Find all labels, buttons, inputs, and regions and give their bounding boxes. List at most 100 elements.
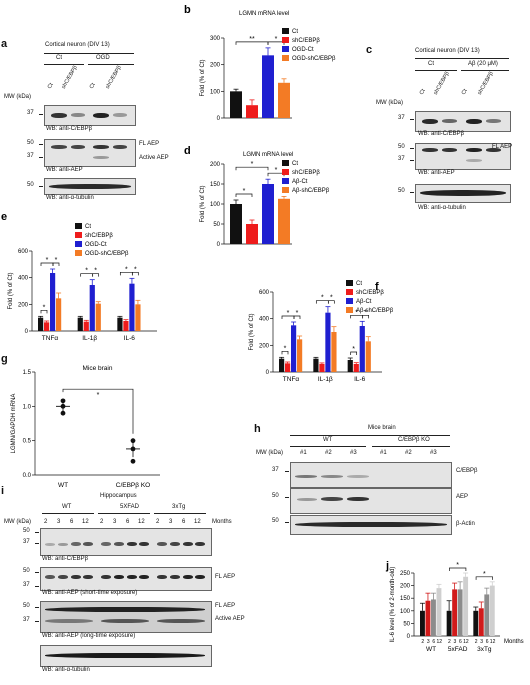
panel-e-sig-label: * xyxy=(85,268,88,275)
panel-g-point xyxy=(60,403,66,409)
panel-j-ytick-label: 50 xyxy=(403,621,410,627)
panel-d-bar xyxy=(278,198,290,244)
panel-e-sig-label: * xyxy=(94,268,97,275)
panel-i-blot-aep-short xyxy=(40,567,212,591)
panel-b-ytick-label: 200 xyxy=(210,63,221,69)
panel-h-actin-label: β-Actin xyxy=(456,521,475,527)
panel-e-legend-label: Ct xyxy=(85,224,91,230)
panel-f-sig-bracket xyxy=(281,350,289,355)
panel-e-legend-swatch xyxy=(75,241,82,247)
panel-d-label: d xyxy=(184,145,191,157)
panel-f-legend-swatch xyxy=(346,280,353,286)
panel-j-group-label: 3xTg xyxy=(477,646,492,653)
panel-j-group-label: 5xFAD xyxy=(448,646,468,653)
panel-i-b1-mw50: 50 xyxy=(23,528,30,534)
panel-b-legend-label: shC/EBPβ xyxy=(292,38,320,44)
panel-i-group-3xtg: 3xTg xyxy=(172,504,186,510)
panel-f-sig-label: * xyxy=(364,309,367,316)
panel-j-month-tick: 3 xyxy=(454,639,457,645)
panel-c-title: Cortical neuron (DIV 13) xyxy=(415,48,480,54)
panel-b-title: LGMN mRNA level xyxy=(239,11,289,17)
panel-c-wb-tubulin: WB: anti-α-tubulin xyxy=(418,205,466,211)
panel-i-months: Months xyxy=(212,519,232,525)
panel-i-lane-5: 2 xyxy=(100,519,104,525)
panel-g-xtick-label: C/EBPβ KO xyxy=(116,482,150,489)
panel-a-fl-aep: FL AEP xyxy=(139,141,160,147)
panel-j-ytick-label: 100 xyxy=(400,609,411,615)
panel-a-wb-tubulin: WB: anti-α-tubulin xyxy=(46,195,94,201)
panel-j-month-tick: 6 xyxy=(459,639,462,645)
panel-e-bar xyxy=(117,317,123,331)
panel-d-ytick-label: 100 xyxy=(210,202,221,208)
panel-g-ytick-label: 1.5 xyxy=(23,370,32,376)
panel-b-bar xyxy=(230,91,242,118)
panel-d-legend-label: Aβ-Ct xyxy=(292,179,308,185)
panel-a-blot-tubulin xyxy=(44,178,136,195)
panel-e-legend-swatch xyxy=(75,232,82,238)
panel-i-lane-7: 6 xyxy=(126,519,130,525)
panel-e-sig-bracket xyxy=(92,273,100,277)
panel-c-wb-cebpb: WB: anti-C/EBPβ xyxy=(418,131,465,137)
panel-f-sig-label: * xyxy=(321,295,324,302)
panel-f-bar xyxy=(365,341,371,372)
panel-i-lane-11: 6 xyxy=(182,519,186,525)
panel-f-xtick-label: IL-1β xyxy=(318,376,333,383)
panel-j-ylabel: IL-6 level (% of 2-month-old) xyxy=(390,567,396,643)
panel-j-month-tick: 12 xyxy=(463,639,469,645)
panel-f-legend-label: shC/EBPβ xyxy=(356,290,384,296)
panel-f-legend-label: Ct xyxy=(356,281,362,287)
panel-i-lane-3: 6 xyxy=(70,519,74,525)
panel-h-blot-cebpb xyxy=(290,462,452,488)
panel-j-bar xyxy=(446,610,452,636)
panel-d-sig-label: * xyxy=(251,161,254,168)
panel-d-sig-label: * xyxy=(275,167,278,174)
panel-f-label: f xyxy=(375,281,379,293)
panel-e-bar xyxy=(89,285,95,331)
panel-f-bar xyxy=(359,326,365,372)
panel-j-bar xyxy=(489,585,495,636)
panel-a-blot-cebpb xyxy=(44,105,136,126)
panel-j-bar xyxy=(431,599,436,636)
panel-h-lane-2: #2 xyxy=(325,450,332,456)
panel-j-ytick-label: 250 xyxy=(400,571,411,577)
panel-f-legend-swatch xyxy=(346,289,353,295)
panel-c-mw-37: 37 xyxy=(398,115,405,121)
panel-e-sig-label: * xyxy=(43,304,46,311)
panel-f-xtick-label: IL-6 xyxy=(354,376,366,383)
panel-i-mw-label: MW (kDa) xyxy=(4,519,31,525)
panel-j-bar xyxy=(457,589,463,636)
panel-e-legend-label: OGD-shC/EBPβ xyxy=(85,251,129,257)
panel-f-ytick-label: 0 xyxy=(266,370,270,376)
panel-a-mw-50c: 50 xyxy=(27,182,34,188)
panel-j-sig-label: * xyxy=(456,562,459,569)
panel-e-bar xyxy=(83,321,89,331)
panel-e-bar xyxy=(123,321,129,331)
panel-i-blot-aep-long xyxy=(40,601,212,633)
panel-e-legend-label: shC/EBPβ xyxy=(85,233,113,239)
panel-c-mw-label: MW (kDa) xyxy=(376,100,403,106)
panel-f-bar xyxy=(331,332,337,372)
panel-d-legend-label: shC/EBPβ xyxy=(292,170,320,176)
panel-g-point xyxy=(130,458,136,464)
panel-j-month-tick: 3 xyxy=(427,639,430,645)
panel-d-ytick-label: 50 xyxy=(213,222,220,228)
panel-j-group-label: WT xyxy=(426,646,436,653)
panel-e-bar xyxy=(38,317,44,331)
panel-d-legend-swatch xyxy=(282,187,289,193)
panel-g-point xyxy=(130,438,136,444)
panel-d-legend-swatch xyxy=(282,178,289,184)
panel-b-legend-label: OGD-Ct xyxy=(292,47,314,53)
panel-j-ytick-label: 0 xyxy=(407,634,411,640)
panel-d-sig-bracket xyxy=(235,193,253,197)
panel-i-title: Hippocampus xyxy=(100,493,137,499)
panel-f-ylabel: Fold (% of Ct) xyxy=(249,313,255,350)
panel-j-bar xyxy=(425,600,431,636)
panel-f-bar xyxy=(347,360,353,372)
panel-j-bar xyxy=(478,608,484,636)
panel-c-blot-tubulin xyxy=(415,184,511,203)
panel-d-bar xyxy=(262,184,274,244)
panel-f-sig-bracket xyxy=(362,314,370,319)
panel-b-legend-swatch xyxy=(282,37,289,43)
panel-a-active-aep: Active AEP xyxy=(139,155,169,161)
